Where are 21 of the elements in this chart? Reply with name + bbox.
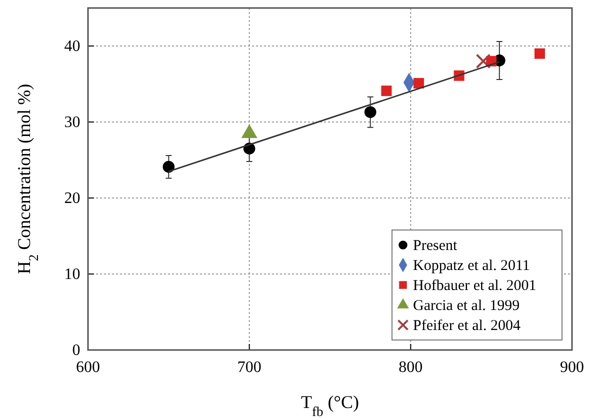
point xyxy=(381,86,392,96)
point xyxy=(534,48,545,59)
point xyxy=(413,78,424,88)
y-tick-label: 40 xyxy=(64,38,80,56)
legend-label: Garcia et al. 1999 xyxy=(413,298,520,314)
x-tick-label: 800 xyxy=(398,359,423,376)
x-tick-label: 600 xyxy=(76,359,100,376)
y-tick-label: 0 xyxy=(72,342,80,360)
point xyxy=(162,160,175,173)
point xyxy=(476,54,491,69)
point xyxy=(364,106,376,118)
x-tick-label: 700 xyxy=(237,359,262,376)
legend-label: Present xyxy=(413,238,458,254)
y-tick-label: 20 xyxy=(64,190,80,208)
legend-label: Koppatz et al. 2011 xyxy=(413,258,530,274)
y-tick-label: 30 xyxy=(64,114,80,132)
legend-label: Hofbauer et al. 2001 xyxy=(413,278,536,294)
y-tick-label: 10 xyxy=(64,266,80,284)
legend-label: Pfeifer et al. 2004 xyxy=(413,318,521,334)
x-axis-title: T$_{fb}$ (°C) xyxy=(301,392,359,418)
x-tick-label: 900 xyxy=(560,359,584,376)
